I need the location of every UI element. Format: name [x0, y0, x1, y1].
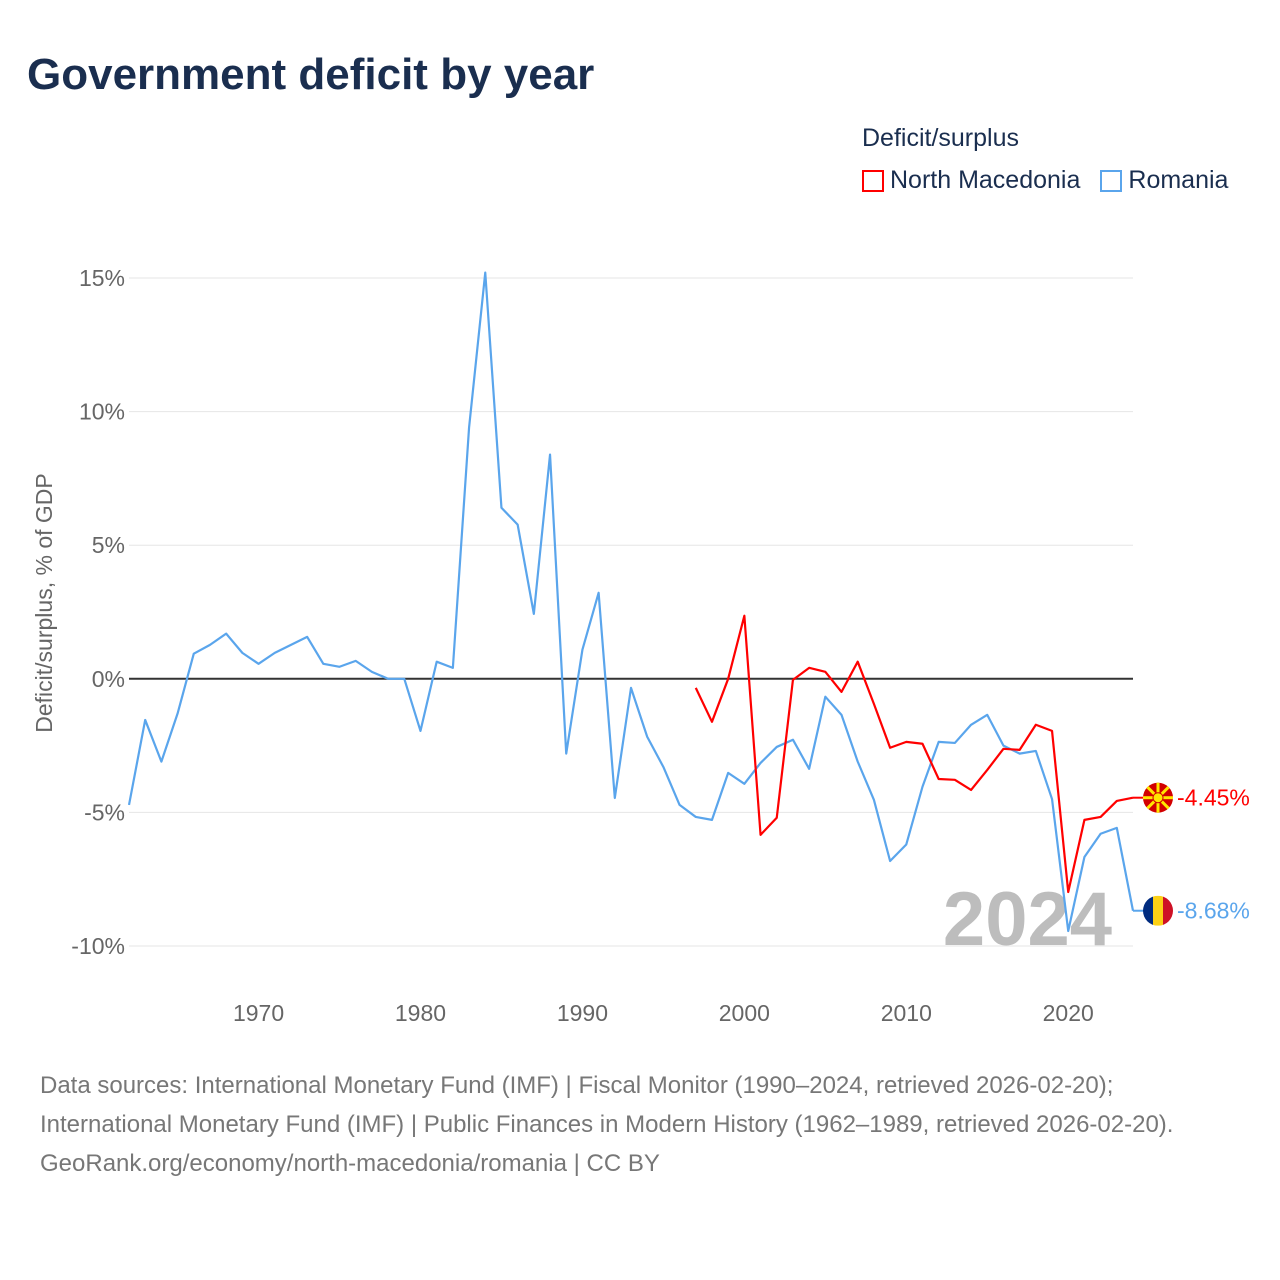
y-tick-label: -5%: [84, 799, 125, 825]
legend: North Macedonia Romania: [862, 166, 1228, 195]
flag-stripe: [1153, 895, 1163, 926]
legend-label: Romania: [1128, 166, 1229, 194]
y-tick-label: 5%: [92, 532, 125, 558]
series-line-north-macedonia: [694, 614, 1134, 894]
y-tick-label: -10%: [71, 933, 125, 959]
romania-flag-icon: [1163, 895, 1173, 926]
y-tick-label: 10%: [79, 399, 125, 425]
x-tick-label: 2010: [881, 1000, 932, 1026]
x-tick-label: 1980: [395, 1000, 446, 1026]
x-tick-label: 2000: [719, 1000, 770, 1026]
credit-link[interactable]: GeoRank.org/economy/north-macedonia/roma…: [40, 1150, 660, 1177]
flag-sun: [1152, 792, 1164, 804]
flag-stripe: [1143, 895, 1153, 926]
y-tick-label: 15%: [79, 265, 125, 291]
legend-item-romania[interactable]: Romania: [1100, 166, 1228, 195]
end-value-label: -4.45%: [1177, 785, 1250, 811]
chart-title: Government deficit by year: [27, 50, 595, 99]
y-tick-label: 0%: [92, 666, 125, 692]
legend-item-north-macedonia[interactable]: North Macedonia: [862, 166, 1080, 195]
x-tick-label: 2020: [1043, 1000, 1094, 1026]
x-tick-label: 1990: [557, 1000, 608, 1026]
data-sources: Data sources: International Monetary Fun…: [40, 1072, 1174, 1138]
legend-label: North Macedonia: [890, 166, 1081, 194]
x-tick-label: 1970: [233, 1000, 284, 1026]
legend-swatch: [1100, 169, 1123, 192]
y-axis-label: Deficit/surplus, % of GDP: [31, 473, 57, 732]
year-watermark: 2024: [943, 877, 1112, 962]
footer: Data sources: International Monetary Fun…: [40, 1066, 1250, 1183]
legend-swatch: [862, 169, 884, 192]
legend-title: Deficit/surplus: [862, 124, 1019, 152]
series-line-romania: [127, 271, 1135, 933]
end-value-label: -8.68%: [1177, 898, 1250, 924]
